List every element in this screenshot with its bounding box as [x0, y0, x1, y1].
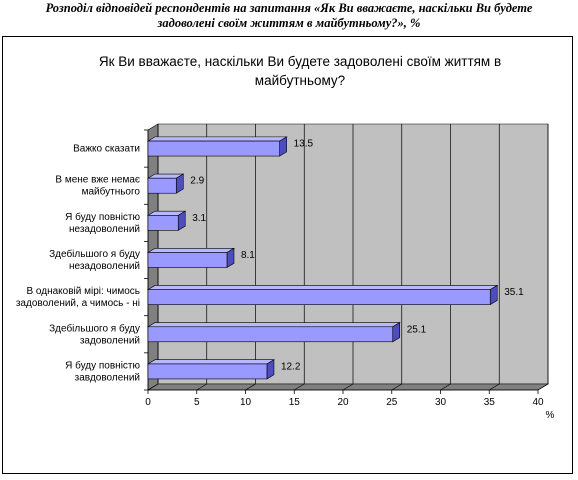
floor-gridline: [147, 383, 159, 391]
caption-line-1: Розподіл відповідей респондентів на запи…: [45, 1, 533, 15]
floor-gridline: [245, 383, 256, 391]
x-tick-label: 40: [532, 397, 544, 408]
bar-top-face: [146, 136, 288, 142]
x-tick-label: 25: [386, 397, 398, 408]
category-label: незадоволений: [69, 224, 140, 235]
floor-gridline: [294, 383, 305, 391]
category-label: Важко сказати: [73, 144, 140, 155]
category-label: завдоволений: [75, 372, 140, 383]
bar-value-label: 35.1: [504, 287, 524, 298]
category-label: Я буду повністю: [65, 359, 140, 371]
category-label: Здебільшого я буду: [49, 248, 140, 260]
category-label: задоволений, а чимось - ні: [16, 298, 140, 309]
x-tick-label: 10: [240, 397, 252, 408]
caption-line-2: задоволені своїм життям в майбутньому?»,…: [157, 16, 421, 30]
bar-top-face: [146, 248, 236, 253]
bar: [147, 363, 268, 380]
x-tick-label: 20: [337, 397, 349, 408]
x-axis-label: %: [546, 410, 555, 421]
bar-top-face: [146, 322, 401, 328]
floor-gridline: [537, 383, 549, 391]
floor-gridline: [342, 383, 354, 391]
bar: [147, 140, 280, 157]
bar-value-label: 25.1: [407, 324, 427, 335]
floor-gridline: [440, 383, 451, 391]
bar-value-label: 3.1: [192, 213, 206, 224]
bar-value-label: 13.5: [294, 139, 314, 150]
category-label: Я буду повністю: [65, 211, 140, 223]
bar-value-label: 2.9: [190, 176, 204, 187]
bar: [147, 252, 228, 268]
figure-caption: Розподіл відповідей респондентів на запи…: [0, 1, 578, 31]
chart-title: Як Ви вважаєте, наскільки Ви будете задо…: [40, 52, 560, 90]
floor-gridline: [489, 383, 500, 391]
x-tick-label: 35: [484, 397, 496, 408]
category-label: майбутнього: [82, 186, 141, 198]
chart-title-line-2: майбутньому?: [254, 73, 346, 88]
bar-top-face: [146, 359, 276, 365]
category-label: В мене вже немає: [55, 175, 140, 186]
category-label: Здебільшого я буду: [49, 322, 140, 334]
bar: [147, 326, 394, 343]
x-tick-label: 15: [289, 397, 301, 408]
x-tick-label: 5: [194, 397, 200, 408]
bar-value-label: 8.1: [241, 250, 255, 261]
category-label: задоволений: [80, 335, 140, 346]
bar-value-label: 12.2: [281, 361, 301, 372]
bar: [147, 215, 179, 231]
bar: [147, 177, 177, 194]
chart-title-line-1: Як Ви вважаєте, наскільки Ви будете задо…: [98, 54, 502, 69]
x-tick-label: 0: [145, 397, 151, 408]
category-label: незадоволений: [69, 261, 140, 272]
bar-top-face: [146, 285, 499, 290]
floor-gridline: [391, 383, 402, 391]
bar: [147, 289, 491, 305]
x-tick-label: 30: [435, 397, 447, 408]
category-label: В однаковій мірі: чимось: [26, 286, 140, 297]
floor-gridline: [196, 383, 207, 391]
